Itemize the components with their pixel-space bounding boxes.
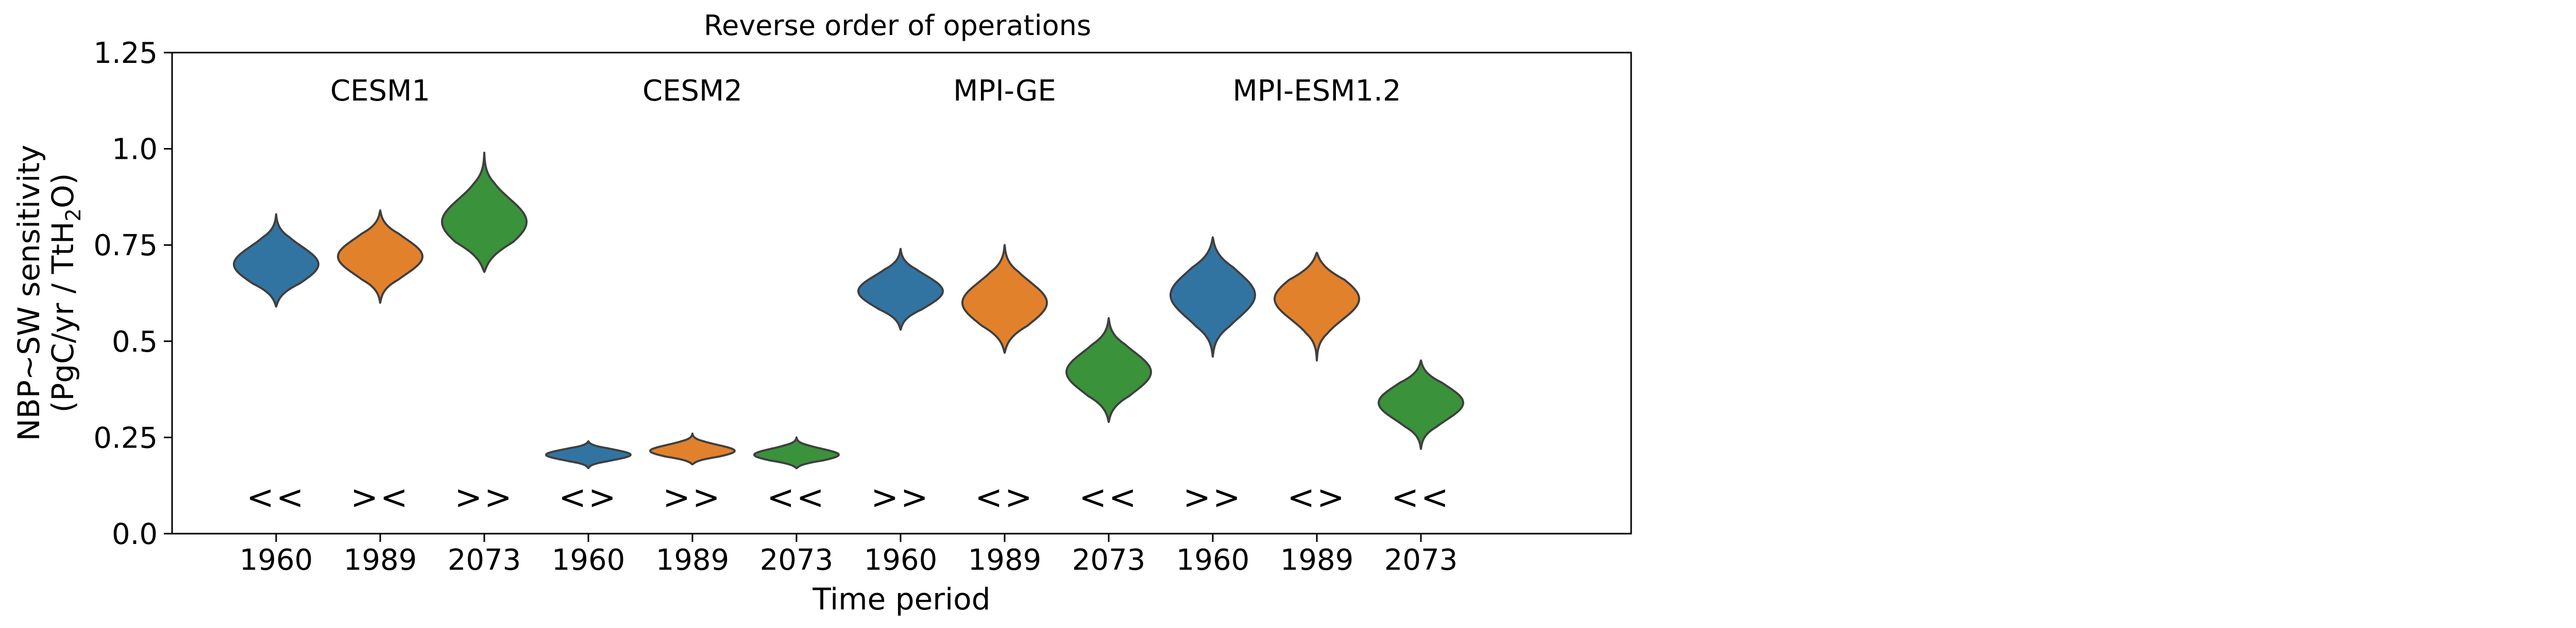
significance-marker: <>	[1287, 478, 1346, 517]
y-tick-label: 1.25	[93, 37, 158, 70]
significance-marker: >>	[871, 478, 930, 517]
model-label: CESM1	[330, 74, 430, 108]
x-axis-label: Time period	[812, 582, 990, 617]
x-tick-label: 1989	[656, 543, 730, 577]
y-tick-label: 0.25	[93, 421, 158, 455]
x-tick-label: 2073	[1384, 543, 1458, 577]
violin	[961, 244, 1048, 354]
violin	[1170, 236, 1256, 358]
violin	[649, 432, 736, 466]
model-label: CESM2	[642, 74, 742, 108]
y-axis-label-line2-subscript: 2	[62, 208, 86, 221]
x-tick-label: 1989	[968, 543, 1042, 577]
violin	[441, 152, 528, 273]
y-axis: 0.0 0.25 0.5 0.75 1.0 1.25	[93, 37, 172, 551]
significance-marker: ><	[350, 478, 410, 517]
y-tick-label: 0.5	[112, 325, 158, 359]
y-axis-label-line1: NBP~SW sensitivity	[11, 145, 46, 441]
violin	[1274, 252, 1360, 362]
x-axis: 1960 1989 2073 1960 1989 2073 1960 1989 2073 1960…	[240, 534, 1458, 577]
violin	[1065, 317, 1152, 423]
y-axis-label-line2: (PgC/yr / TtH2O)	[45, 173, 86, 413]
significance-marker: <<	[246, 478, 306, 517]
y-tick-label: 1.0	[112, 133, 158, 167]
x-tick-label: 1960	[552, 543, 625, 577]
y-axis-label-line2-suffix: O)	[45, 173, 80, 208]
x-tick-label: 2073	[1072, 543, 1146, 577]
violin	[545, 440, 632, 470]
significance-marker: <>	[975, 478, 1034, 517]
significance-marker: >>	[663, 478, 722, 517]
plot-area: CESM1 << >< >> CESM2 <> >> << MPI-GE >> <> << MPI-ES…	[233, 74, 1464, 517]
y-tick-label: 0.75	[93, 229, 158, 262]
x-tick-label: 2073	[760, 543, 834, 577]
significance-marker: <<	[1079, 478, 1138, 517]
plot-frame	[171, 52, 1632, 535]
significance-marker: <>	[558, 478, 618, 517]
x-tick-label: 1989	[344, 543, 417, 577]
violin	[337, 209, 423, 304]
violin	[753, 436, 840, 470]
x-tick-label: 1960	[240, 543, 313, 577]
x-tick-label: 1960	[864, 543, 938, 577]
significance-marker: <<	[767, 478, 826, 517]
violin	[233, 213, 319, 308]
x-tick-label: 1989	[1280, 543, 1354, 577]
significance-marker: <<	[1391, 478, 1450, 517]
violin	[857, 247, 944, 331]
y-tick-label: 0.0	[112, 518, 158, 551]
x-tick-label: 2073	[448, 543, 521, 577]
chart-title: Reverse order of operations	[704, 9, 1091, 42]
model-label: MPI-ESM1.2	[1232, 74, 1401, 108]
x-tick-label: 1960	[1176, 543, 1250, 577]
y-axis-label-line2-prefix: (PgC/yr / TtH	[45, 221, 80, 412]
significance-marker: >>	[1183, 478, 1242, 517]
significance-marker: >>	[454, 478, 514, 517]
model-label: MPI-GE	[953, 74, 1056, 108]
violin	[1378, 359, 1464, 450]
